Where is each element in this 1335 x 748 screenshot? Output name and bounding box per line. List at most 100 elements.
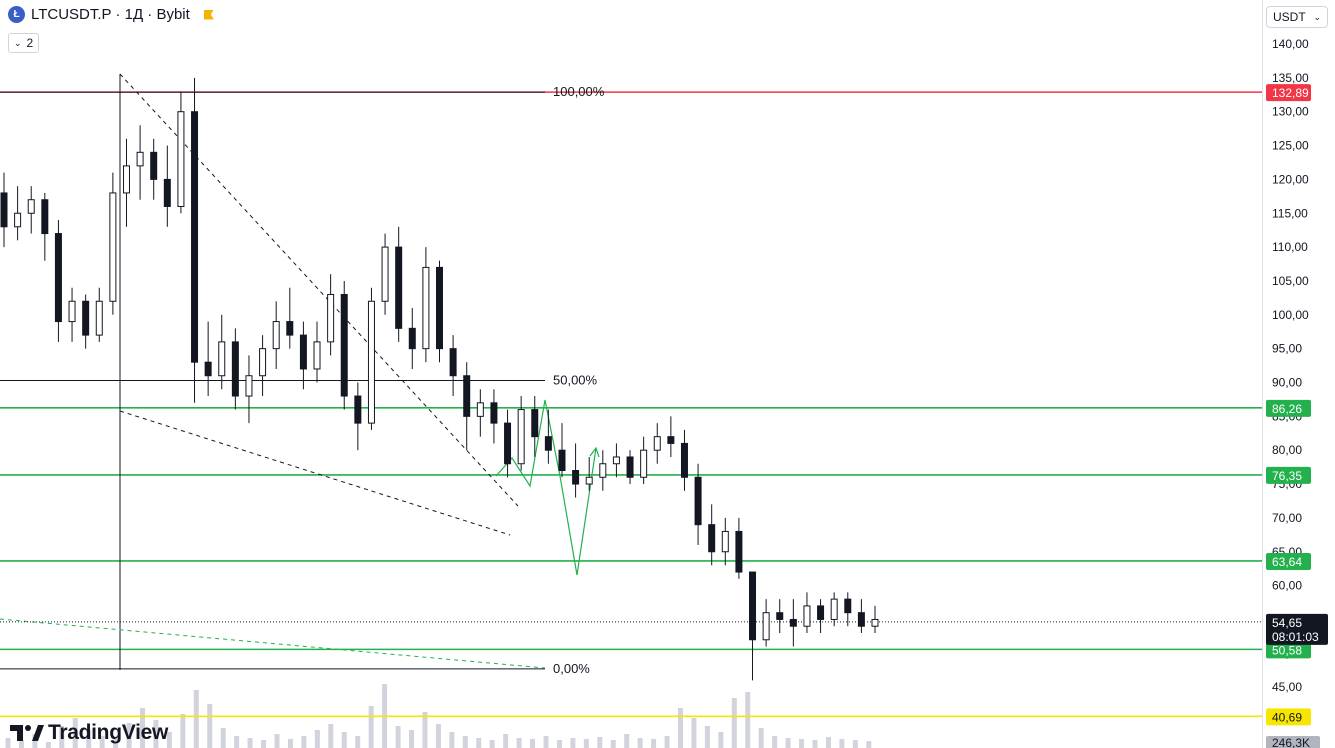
level-price-tag: 76,35 xyxy=(1272,469,1302,483)
fib-label: 50,00% xyxy=(553,372,598,387)
candle xyxy=(517,396,525,471)
volume-bar xyxy=(341,732,347,748)
volume-bar xyxy=(772,736,778,748)
volume-bar xyxy=(193,690,199,748)
candle xyxy=(857,599,865,633)
volume-bar xyxy=(45,742,51,748)
y-tick-label: 125,00 xyxy=(1272,139,1309,153)
candle xyxy=(381,233,389,315)
candle-body-down xyxy=(735,530,743,573)
candle-body-down xyxy=(667,436,675,444)
volume-bar xyxy=(624,734,630,748)
tradingview-logo[interactable]: TradingView xyxy=(10,721,168,745)
candle-body-down xyxy=(436,266,443,350)
level-price-tag: 86,26 xyxy=(1272,402,1302,416)
volume-bar xyxy=(530,739,536,748)
y-tick-label: 100,00 xyxy=(1272,308,1309,322)
candle-body-up xyxy=(136,151,144,167)
volume-bar xyxy=(328,724,334,748)
volume-bar xyxy=(597,737,603,748)
tradingview-icon xyxy=(10,725,44,741)
candle xyxy=(680,429,688,491)
candle-body-down xyxy=(776,612,784,620)
candle-body-down xyxy=(817,605,825,620)
candle xyxy=(177,91,185,214)
candle xyxy=(354,382,362,451)
fib-label: 100,00% xyxy=(553,84,605,99)
candle-body-down xyxy=(163,178,171,207)
volume-bar xyxy=(59,726,65,748)
volume-bar xyxy=(99,736,105,748)
volume-bar xyxy=(745,692,751,748)
level-price-tag-bg xyxy=(1266,84,1311,102)
candle xyxy=(612,443,620,478)
candle xyxy=(572,443,580,498)
candle-body-up xyxy=(245,375,253,397)
candle-body-down xyxy=(54,233,62,323)
candle-body-up xyxy=(422,266,430,350)
volume-bar xyxy=(785,738,791,748)
volume-bar xyxy=(72,718,78,748)
candle xyxy=(204,321,212,397)
candle-body-down xyxy=(680,442,688,478)
volume-bar xyxy=(610,740,616,748)
volume-bar xyxy=(207,704,213,748)
y-tick-label: 135,00 xyxy=(1272,71,1309,85)
volume-bar xyxy=(516,738,522,748)
candle xyxy=(667,416,675,457)
volume-bar xyxy=(543,736,549,748)
level-price-tag-bg xyxy=(1266,552,1311,570)
candle xyxy=(830,592,838,627)
candle xyxy=(191,77,199,403)
chevron-down-icon: ⌄ xyxy=(1313,11,1321,22)
candle-body-down xyxy=(463,375,471,417)
volume-bar xyxy=(718,732,724,748)
volume-label: 246,3K xyxy=(1272,736,1310,748)
candle xyxy=(41,192,49,261)
candle-body-down xyxy=(789,618,797,627)
candle-body-up xyxy=(517,409,525,465)
y-tick-label: 80,00 xyxy=(1272,443,1302,457)
candle-body-up xyxy=(830,598,838,620)
flag-icon[interactable] xyxy=(203,9,214,20)
candle-body-up xyxy=(327,293,335,343)
candle xyxy=(817,599,825,633)
level-price-tag: 40,69 xyxy=(1272,710,1302,724)
candle xyxy=(408,308,416,369)
candle-body-down xyxy=(82,300,90,336)
chart-drawings: 100,00% 50,00% 0,00% xyxy=(0,73,1262,676)
volume-bar xyxy=(731,698,737,748)
symbol-legend[interactable]: Ł LTCUSDT.P · 1Д · Bybit xyxy=(8,6,214,23)
indicators-count: 2 xyxy=(26,36,34,50)
candle-body-up xyxy=(476,402,484,417)
candle-body-down xyxy=(286,321,294,336)
candle xyxy=(449,335,457,397)
candle-body-down xyxy=(299,334,307,370)
y-tick-label: 95,00 xyxy=(1272,342,1302,356)
volume-bar xyxy=(368,706,374,748)
candle-body-up xyxy=(803,605,811,627)
candle-body-down xyxy=(749,571,757,641)
indicators-toggle-button[interactable]: ⌄ 2 xyxy=(8,33,40,53)
candle-body-down xyxy=(857,612,865,627)
currency-select[interactable]: USDT ⌄ xyxy=(1266,6,1328,28)
volume-bar xyxy=(866,741,872,748)
volume-bar xyxy=(825,737,831,748)
candle-body-up xyxy=(272,321,280,350)
candle xyxy=(82,294,90,349)
candle xyxy=(340,280,348,410)
candle-body-up xyxy=(367,300,375,424)
volume-bar xyxy=(435,724,441,748)
y-tick-label: 130,00 xyxy=(1272,105,1309,119)
candle xyxy=(95,287,103,342)
level-price-tag-bg xyxy=(1266,399,1311,417)
candle-body-up xyxy=(871,618,879,627)
candle xyxy=(245,355,253,424)
candle-body-up xyxy=(95,300,103,336)
candle-body-down xyxy=(191,111,199,363)
candle xyxy=(558,423,566,478)
candle xyxy=(504,409,512,478)
candle-body-up xyxy=(585,476,593,485)
volume-bar xyxy=(18,740,24,748)
